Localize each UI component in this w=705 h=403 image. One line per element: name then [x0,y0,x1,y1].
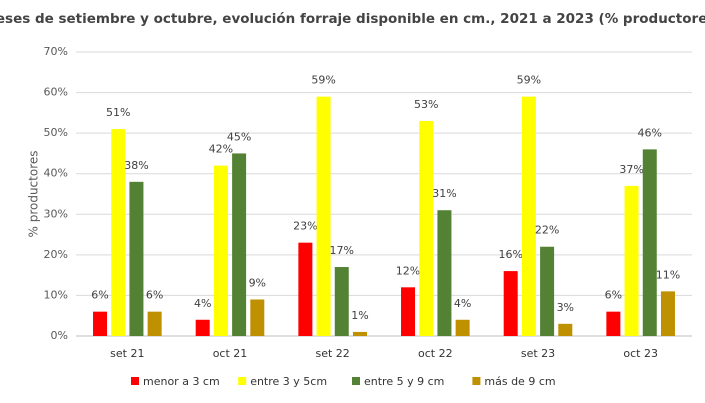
value-label: 23% [293,220,317,233]
chart-title: Meses de setiembre y octubre, evolución … [0,11,705,27]
value-label: 11% [656,268,680,281]
value-label: 3% [557,301,574,314]
legend-label: entre 3 y 5cm [250,375,327,388]
y-tick-label: 60% [44,86,68,99]
value-label: 53% [414,98,438,111]
y-tick-label: 30% [44,207,68,220]
bar [503,271,518,336]
bar [455,319,470,336]
x-tick-label: oct 21 [213,347,248,360]
bar [401,287,416,336]
value-label: 31% [432,187,456,200]
legend-swatch [472,377,481,385]
bar [213,165,228,336]
y-axis-label: % productores [27,150,41,237]
bar [232,153,247,336]
value-label: 6% [91,289,108,302]
legend-swatch [131,377,139,385]
value-label: 9% [249,276,266,289]
y-tick-label: 0% [51,329,68,342]
bar [558,323,573,336]
bar [521,96,536,336]
value-label: 1% [351,309,368,322]
value-label: 46% [638,126,662,139]
value-label: 16% [498,248,522,261]
value-label: 4% [194,297,211,310]
legend-label: menor a 3 cm [143,375,220,388]
value-label: 4% [454,297,471,310]
legend-swatch [238,377,247,385]
legend-swatch [352,377,360,385]
bar [660,291,675,336]
bar [195,319,210,336]
bar [298,242,313,336]
value-label: 37% [619,163,643,176]
y-tick-label: 70% [44,45,68,58]
x-tick-label: set 21 [110,347,144,360]
x-tick-label: set 22 [316,347,350,360]
value-label: 42% [209,143,233,156]
x-tick-label: set 23 [521,347,555,360]
value-label: 59% [311,74,335,87]
bar [147,311,162,336]
legend-label: entre 5 y 9 cm [364,375,444,388]
bar [642,149,657,336]
bar [419,120,434,336]
bar [352,331,367,336]
bar [129,181,144,336]
y-tick-label: 10% [44,288,68,301]
value-label: 51% [106,106,130,119]
value-label: 45% [227,130,251,143]
bar [624,185,639,336]
value-label: 22% [535,224,559,237]
bar [606,311,621,336]
value-label: 6% [146,289,163,302]
value-label: 6% [605,289,622,302]
value-label: 17% [330,244,354,257]
y-tick-label: 20% [44,248,68,261]
value-label: 38% [124,159,148,172]
bar [540,246,555,336]
legend-label: más de 9 cm [484,375,555,388]
bar [334,267,349,336]
bar [316,96,331,336]
bar [250,299,265,336]
value-label: 12% [396,264,420,277]
bar [111,129,126,336]
y-tick-label: 40% [44,167,68,180]
bar [437,210,452,336]
y-tick-label: 50% [44,126,68,139]
x-tick-label: oct 23 [623,347,658,360]
x-tick-label: oct 22 [418,347,453,360]
value-label: 59% [517,74,541,87]
bar [93,311,108,336]
